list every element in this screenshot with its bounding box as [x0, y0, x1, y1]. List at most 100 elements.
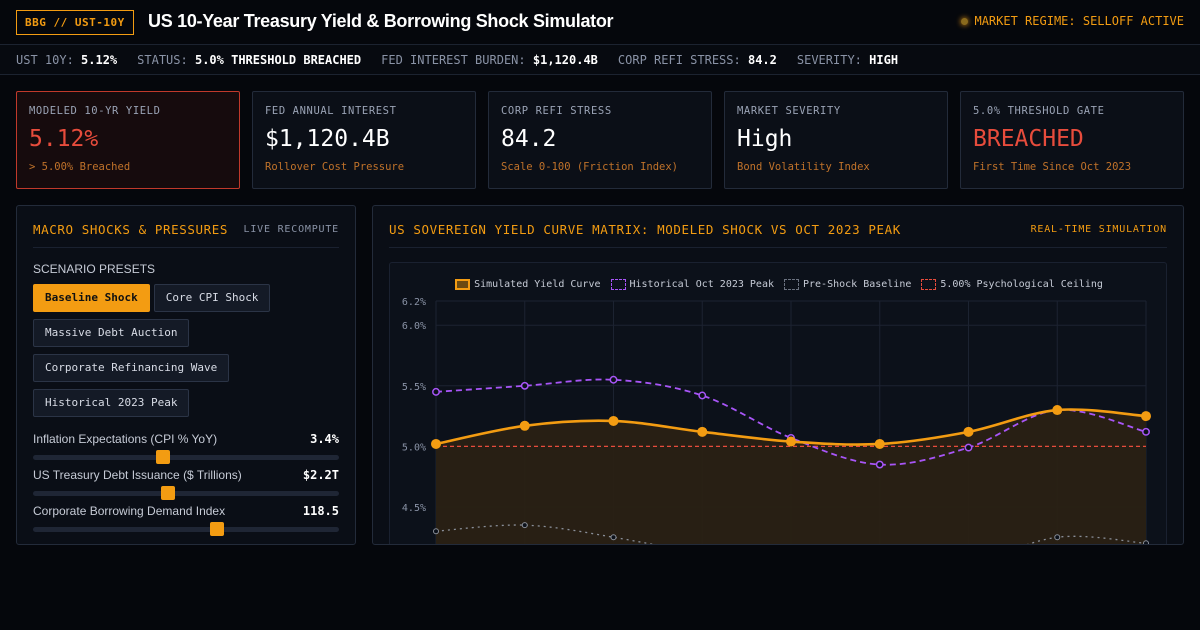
scenario-presets-label: SCENARIO PRESETS [33, 262, 156, 276]
simulated-yield-area [436, 409, 1146, 544]
preset-core-cpi-shock-button[interactable]: Core CPI Shock [153, 284, 271, 312]
legend-swatch [610, 279, 626, 290]
live-recompute-tag: LIVE RECOMPUTE [243, 224, 339, 235]
kpi-value: $1,120.4B [265, 126, 390, 152]
ticker-item: SEVERITY: HIGH [796, 52, 899, 67]
debt-issuance-slider-row: US Treasury Debt Issuance ($ Trillions) … [33, 468, 339, 500]
legend-label: Pre-Shock Baseline [803, 279, 912, 290]
y-tick-label: 5.0% [402, 442, 426, 453]
legend-label: Historical Oct 2023 Peak [629, 279, 775, 290]
debt-issuance-slider-track[interactable] [33, 486, 339, 500]
kpi-value: 5.12% [29, 126, 99, 152]
legend-item[interactable]: Historical Oct 2023 Peak [610, 279, 775, 290]
slider-value: $2.2T [302, 468, 339, 482]
chart-plot: 6.2%6.0%5.5%5.0%4.5%4.0% [402, 297, 1151, 544]
kpi-card-refi-stress: CORP REFI STRESS 84.2 Scale 0-100 (Frict… [488, 91, 712, 189]
kpi-label: FED ANNUAL INTEREST [265, 105, 397, 117]
kpi-subtext: Scale 0-100 (Friction Index) [501, 161, 679, 173]
baseline-series-line [435, 524, 1147, 544]
macro-shocks-panel: MACRO SHOCKS & PRESSURES LIVE RECOMPUTE … [16, 205, 356, 545]
simulated-point [786, 436, 796, 447]
historical-point [875, 460, 884, 469]
legend-swatch [784, 279, 799, 290]
status-ticker: UST 10Y: 5.12% STATUS: 5.0% THRESHOLD BR… [0, 45, 1200, 75]
legend-item[interactable]: Simulated Yield Curve [455, 279, 601, 290]
simulated-point [608, 415, 619, 426]
scenario-presets: Baseline Shock Core CPI Shock Massive Deb… [33, 284, 333, 424]
legend-item[interactable]: Pre-Shock Baseline [784, 279, 911, 290]
y-tick-label: 6.2% [402, 297, 426, 308]
legend-swatch [921, 279, 937, 290]
ticker-item: STATUS: 5.0% THRESHOLD BREACHED [137, 52, 362, 67]
historical-point [698, 391, 707, 400]
chart-legend: Simulated Yield Curve Historical Oct 202… [390, 279, 1168, 290]
kpi-label: MARKET SEVERITY [737, 105, 841, 117]
kpi-card-fed-interest: FED ANNUAL INTEREST $1,120.4B Rollover C… [252, 91, 476, 189]
historical-point [432, 387, 440, 396]
kpi-subtext: Bond Volatility Index [737, 161, 870, 173]
simulated-point [697, 426, 708, 437]
market-regime-indicator: MARKET REGIME: SELLOFF ACTIVE [961, 14, 1184, 28]
y-tick-label: 6.0% [402, 321, 426, 332]
yield-curve-panel: US SOVEREIGN YIELD CURVE MATRIX: MODELED… [372, 205, 1184, 545]
corporate-demand-slider-handle[interactable] [209, 522, 224, 536]
kpi-label: CORP REFI STRESS [501, 105, 612, 117]
simulated-point [431, 438, 441, 449]
baseline-point [433, 528, 439, 535]
kpi-card-severity: MARKET SEVERITY High Bond Volatility Ind… [724, 91, 948, 189]
preset-baseline-shock-button[interactable]: Baseline Shock [33, 284, 150, 312]
baseline-point [1054, 534, 1061, 541]
baseline-point [1143, 540, 1149, 544]
simulated-point [874, 438, 885, 449]
simulated-point [1052, 405, 1063, 416]
ticker-badge: BBG // UST-10Y [16, 10, 134, 35]
yield-curve-chart: Simulated Yield Curve Historical Oct 202… [389, 262, 1168, 544]
preset-massive-debt-auction-button[interactable]: Massive Debt Auction [33, 319, 190, 347]
kpi-value: High [737, 126, 793, 152]
corporate-demand-slider-row: Corporate Borrowing Demand Index 118.5 [33, 504, 339, 536]
ticker-item: FED INTEREST BURDEN: $1,120.4B [381, 52, 598, 67]
corporate-demand-slider-track[interactable] [33, 522, 339, 536]
simulated-point [963, 426, 974, 437]
preset-corporate-refinancing-wave-button[interactable]: Corporate Refinancing Wave [33, 354, 230, 382]
inflation-slider-row: Inflation Expectations (CPI % YoY) 3.4% [33, 432, 339, 464]
slider-label: Corporate Borrowing Demand Index [33, 504, 226, 518]
slider-label: US Treasury Debt Issuance ($ Trillions) [33, 468, 242, 482]
kpi-card-yield: MODELED 10-YR YIELD 5.12% > 5.00% Breach… [16, 91, 240, 189]
legend-label: 5.00% Psychological Ceiling [940, 279, 1103, 290]
real-time-simulation-tag: REAL-TIME SIMULATION [1030, 224, 1167, 235]
ticker-item: CORP REFI STRESS: 84.2 [617, 52, 777, 67]
y-tick-label: 5.5% [402, 382, 426, 393]
slider-label: Inflation Expectations (CPI % YoY) [33, 432, 218, 446]
historical-point [1142, 427, 1150, 436]
slider-value: 118.5 [302, 504, 339, 518]
historical-point [520, 381, 529, 390]
kpi-label: 5.0% THRESHOLD GATE [973, 105, 1105, 117]
page-title: US 10-Year Treasury Yield & Borrowing Sh… [148, 11, 614, 31]
panel-header: US SOVEREIGN YIELD CURVE MATRIX: MODELED… [389, 222, 1167, 248]
preset-historical-2023-peak-button[interactable]: Historical 2023 Peak [33, 389, 190, 417]
historical-series-line [435, 378, 1147, 466]
kpi-label: MODELED 10-YR YIELD [29, 105, 161, 117]
baseline-point [610, 534, 617, 541]
simulated-point [1141, 411, 1151, 422]
inflation-slider-track[interactable] [33, 450, 339, 464]
legend-label: Simulated Yield Curve [474, 279, 601, 290]
kpi-subtext: > 5.00% Breached [29, 161, 131, 173]
historical-point [964, 443, 973, 452]
kpi-value: BREACHED [973, 126, 1084, 152]
baseline-point [521, 522, 528, 529]
debt-issuance-slider-handle[interactable] [160, 486, 175, 500]
kpi-card-threshold-gate: 5.0% THRESHOLD GATE BREACHED First Time … [960, 91, 1184, 189]
status-dot-icon [961, 17, 969, 25]
legend-swatch [455, 279, 471, 290]
panel-title: US SOVEREIGN YIELD CURVE MATRIX: MODELED… [389, 222, 901, 237]
historical-point [609, 375, 618, 384]
kpi-value: 84.2 [501, 126, 557, 152]
kpi-subtext: First Time Since Oct 2023 [973, 161, 1132, 173]
legend-item[interactable]: 5.00% Psychological Ceiling [921, 279, 1103, 290]
app-header: BBG // UST-10Y US 10-Year Treasury Yield… [0, 0, 1200, 45]
panel-title: MACRO SHOCKS & PRESSURES [33, 222, 229, 237]
slider-value: 3.4% [310, 432, 339, 446]
inflation-slider-handle[interactable] [156, 450, 171, 464]
